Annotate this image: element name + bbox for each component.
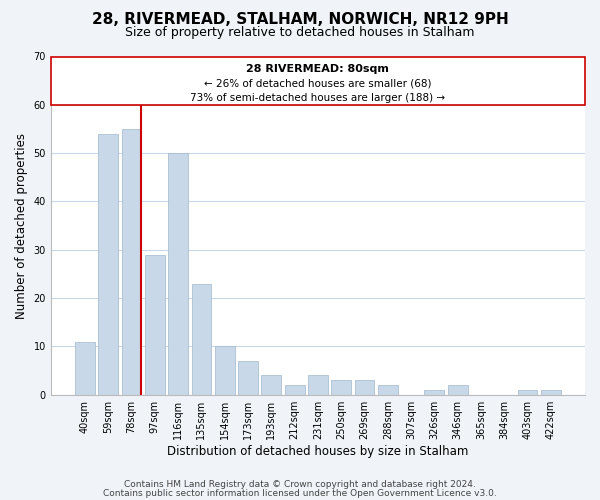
Bar (308, 376, 328, 394)
Text: Size of property relative to detached houses in Stalham: Size of property relative to detached ho… (125, 26, 475, 39)
FancyBboxPatch shape (51, 56, 585, 105)
Bar (378, 385, 398, 394)
Bar (215, 346, 235, 395)
Bar (122, 129, 142, 394)
Bar (262, 376, 281, 394)
Bar (331, 380, 351, 394)
Bar (191, 284, 211, 395)
Bar (541, 390, 561, 394)
Bar (285, 385, 305, 394)
X-axis label: Distribution of detached houses by size in Stalham: Distribution of detached houses by size … (167, 444, 469, 458)
Bar (424, 390, 444, 394)
Bar (518, 390, 538, 394)
Bar (98, 134, 118, 394)
Text: Contains public sector information licensed under the Open Government Licence v3: Contains public sector information licen… (103, 488, 497, 498)
Text: 73% of semi-detached houses are larger (188) →: 73% of semi-detached houses are larger (… (190, 92, 445, 102)
Text: ← 26% of detached houses are smaller (68): ← 26% of detached houses are smaller (68… (204, 78, 431, 88)
Bar (168, 153, 188, 394)
Y-axis label: Number of detached properties: Number of detached properties (15, 132, 28, 318)
Text: 28 RIVERMEAD: 80sqm: 28 RIVERMEAD: 80sqm (247, 64, 389, 74)
Text: 28, RIVERMEAD, STALHAM, NORWICH, NR12 9PH: 28, RIVERMEAD, STALHAM, NORWICH, NR12 9P… (92, 12, 508, 28)
Bar (355, 380, 374, 394)
Bar (448, 385, 467, 394)
Bar (145, 254, 165, 394)
Bar (238, 361, 258, 394)
Bar (75, 342, 95, 394)
Text: Contains HM Land Registry data © Crown copyright and database right 2024.: Contains HM Land Registry data © Crown c… (124, 480, 476, 489)
